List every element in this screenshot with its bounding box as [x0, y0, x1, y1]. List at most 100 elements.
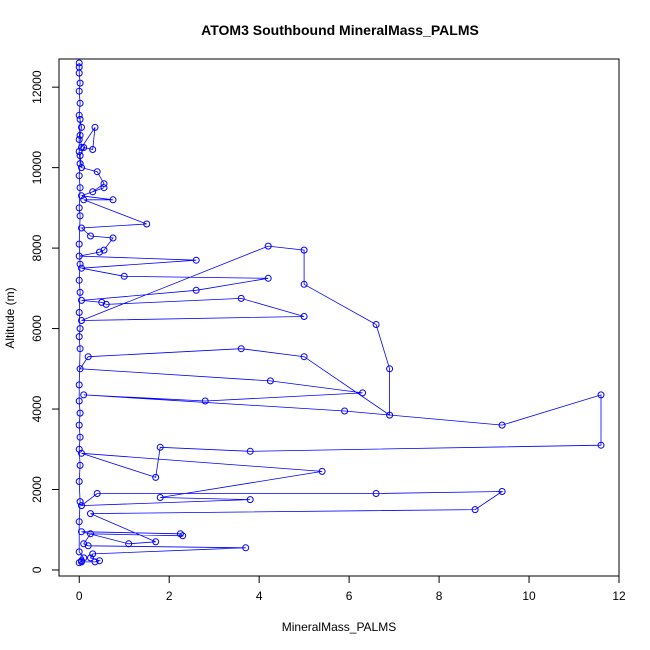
data-point	[76, 152, 84, 160]
data-point	[75, 252, 83, 260]
data-point	[76, 212, 84, 220]
data-point	[152, 473, 160, 481]
x-tick-label: 4	[256, 589, 263, 603]
data-point	[87, 554, 94, 562]
series-line	[78, 63, 602, 564]
y-tick-label: 6000	[30, 315, 44, 342]
y-axis-label: Altitude (m)	[3, 287, 17, 348]
data-point	[75, 59, 83, 67]
x-tick-label: 6	[346, 589, 353, 603]
data-point	[76, 345, 84, 353]
data-point	[75, 518, 83, 526]
data-point	[120, 272, 128, 280]
data-point	[237, 294, 245, 302]
data-point	[300, 246, 308, 254]
x-tick-label: 12	[612, 589, 626, 603]
data-point	[242, 544, 250, 552]
plot-frame	[58, 58, 620, 577]
data-point	[359, 389, 367, 397]
data-point	[78, 502, 85, 510]
data-point	[192, 286, 200, 294]
data-point	[75, 204, 83, 212]
y-axis: 0 2000 4000 6000 8000 10000 12000	[30, 70, 60, 573]
data-point	[96, 557, 103, 565]
data-point	[109, 196, 117, 204]
data-point	[80, 391, 88, 399]
data-point	[75, 148, 83, 155]
data-point	[75, 309, 83, 316]
data-point	[76, 409, 84, 417]
data-point	[341, 407, 349, 415]
y-tick-label: 0	[30, 566, 44, 573]
data-point	[80, 540, 88, 548]
data-point	[78, 264, 85, 272]
data-point	[386, 411, 394, 419]
x-tick-label: 8	[436, 589, 443, 603]
data-point	[76, 160, 84, 168]
data-point	[100, 184, 108, 192]
data-point	[75, 136, 83, 143]
data-point	[75, 69, 83, 77]
data-point	[143, 220, 151, 228]
data-point	[75, 111, 83, 119]
data-point	[87, 530, 94, 538]
data-point	[264, 242, 272, 250]
data-point	[372, 321, 380, 328]
data-point	[75, 445, 83, 453]
data-point	[78, 123, 85, 131]
y-tick-label: 10000	[30, 151, 44, 185]
data-point	[80, 196, 88, 204]
data-point	[75, 397, 83, 405]
data-point	[125, 540, 133, 548]
data-point	[192, 256, 200, 264]
data-point	[75, 240, 83, 248]
data-point	[498, 421, 506, 429]
data-point	[300, 313, 308, 320]
data-point	[597, 441, 605, 449]
y-tick-label: 12000	[30, 70, 44, 104]
data-point	[76, 325, 84, 333]
data-point	[78, 192, 85, 200]
data-point	[93, 168, 101, 176]
y-tick-label: 8000	[30, 234, 44, 261]
data-point	[89, 146, 97, 153]
data-point	[300, 280, 308, 288]
data-point	[471, 506, 479, 514]
data-point	[300, 353, 308, 361]
data-series	[75, 59, 605, 567]
data-point	[156, 443, 164, 451]
data-point	[102, 300, 110, 308]
data-point	[78, 449, 85, 457]
data-point	[75, 276, 83, 284]
data-point	[597, 391, 605, 399]
data-point	[76, 260, 84, 268]
x-tick-label: 0	[76, 589, 83, 603]
data-point	[201, 397, 209, 405]
data-point	[80, 554, 88, 562]
data-point	[76, 131, 84, 139]
data-point	[91, 558, 99, 566]
data-point	[87, 510, 94, 518]
x-tick-label: 10	[522, 589, 536, 603]
data-point	[91, 123, 99, 131]
data-point	[264, 274, 272, 282]
data-point	[76, 115, 84, 123]
data-point	[386, 365, 394, 373]
data-point	[75, 559, 83, 567]
data-point	[76, 461, 84, 469]
data-point	[75, 478, 83, 485]
data-point	[76, 433, 84, 441]
data-point	[266, 377, 274, 385]
data-point	[76, 365, 84, 373]
data-point	[246, 447, 254, 455]
y-tick-label: 4000	[30, 395, 44, 422]
data-point	[87, 232, 94, 240]
data-point	[96, 248, 103, 256]
data-point	[237, 345, 245, 353]
data-point	[100, 246, 108, 254]
data-point	[75, 333, 83, 341]
x-axis: 0 2 4 6 8 10 12	[76, 575, 626, 603]
data-point	[76, 79, 84, 87]
data-point	[89, 188, 97, 196]
